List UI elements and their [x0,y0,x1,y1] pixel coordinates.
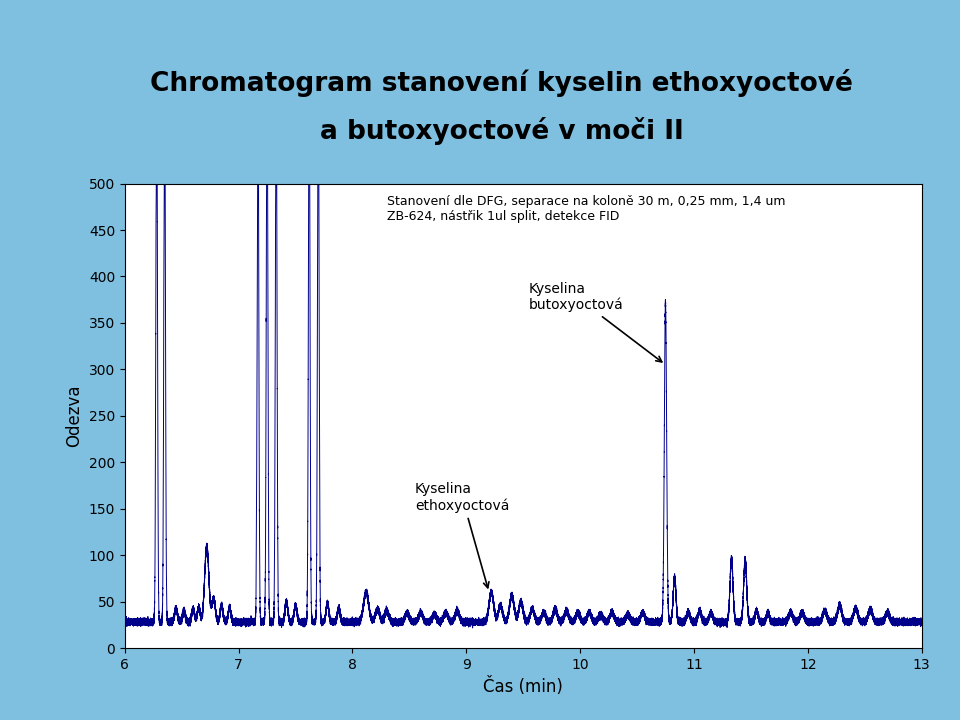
X-axis label: Čas (min): Čas (min) [483,678,564,696]
Text: Kyselina
ethoxyoctová: Kyselina ethoxyoctová [415,482,510,588]
Text: Kyselina
butoxyoctová: Kyselina butoxyoctová [529,282,661,362]
Text: Stanovení dle DFG, separace na koloně 30 m, 0,25 mm, 1,4 um
ZB-624, nástřik 1ul : Stanovení dle DFG, separace na koloně 30… [387,194,785,222]
Y-axis label: Odezva: Odezva [65,384,84,447]
Text: Chromatogram stanovení kyselin ethoxyoctové: Chromatogram stanovení kyselin ethoxyoct… [150,68,853,96]
Text: a butoxyoctové v moči II: a butoxyoctové v moči II [320,117,684,145]
